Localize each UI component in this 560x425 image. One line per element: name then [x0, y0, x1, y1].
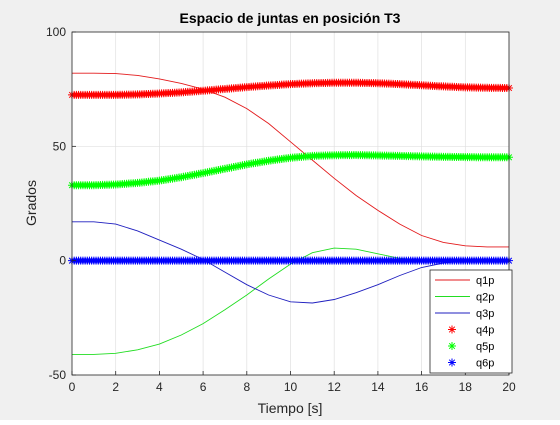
y-tick-label: 50 — [53, 139, 67, 153]
series-markers-q4p — [68, 78, 513, 99]
legend: q1p q2p q3p q4p q5p q6p — [429, 269, 513, 374]
x-tick-label: 6 — [200, 380, 207, 394]
series-markers-q6p — [68, 256, 513, 265]
y-tick-label: -50 — [49, 368, 67, 382]
x-tick-label: 4 — [156, 380, 163, 394]
series-line-q1p — [72, 72, 509, 248]
legend-label-q4p: q4p — [476, 325, 494, 337]
x-tick-label: 2 — [112, 380, 119, 394]
legend-swatch-q4p — [448, 325, 456, 334]
x-tick-label: 14 — [371, 380, 385, 394]
x-tick-label: 8 — [243, 380, 250, 394]
legend-label-q6p: q6p — [476, 358, 494, 370]
x-tick-label: 10 — [284, 380, 298, 394]
x-tick-label: 0 — [69, 380, 76, 394]
x-tick-label: 18 — [459, 380, 473, 394]
legend-label-q3p: q3p — [476, 308, 494, 320]
y-tick-label: 100 — [46, 25, 66, 39]
legend-box — [429, 269, 513, 374]
legend-label-q5p: q5p — [476, 341, 494, 353]
y-tick-label: 0 — [59, 254, 66, 268]
legend-label-q1p: q1p — [476, 275, 494, 287]
x-tick-label: 12 — [328, 380, 342, 394]
chart-title: Espacio de juntas en posición T3 — [180, 10, 401, 26]
series-group — [68, 72, 513, 355]
legend-swatch-q5p — [448, 342, 456, 350]
legend-swatch-q6p — [448, 358, 456, 367]
x-axis-label: Tiempo [s] — [258, 400, 323, 416]
series-line-q3p — [72, 221, 509, 304]
legend-label-q2p: q2p — [476, 292, 494, 304]
y-axis-label: Grados — [23, 180, 39, 226]
x-tick-label: 16 — [415, 380, 429, 394]
x-tick-label: 20 — [502, 380, 516, 394]
series-markers-q5p — [68, 151, 513, 190]
